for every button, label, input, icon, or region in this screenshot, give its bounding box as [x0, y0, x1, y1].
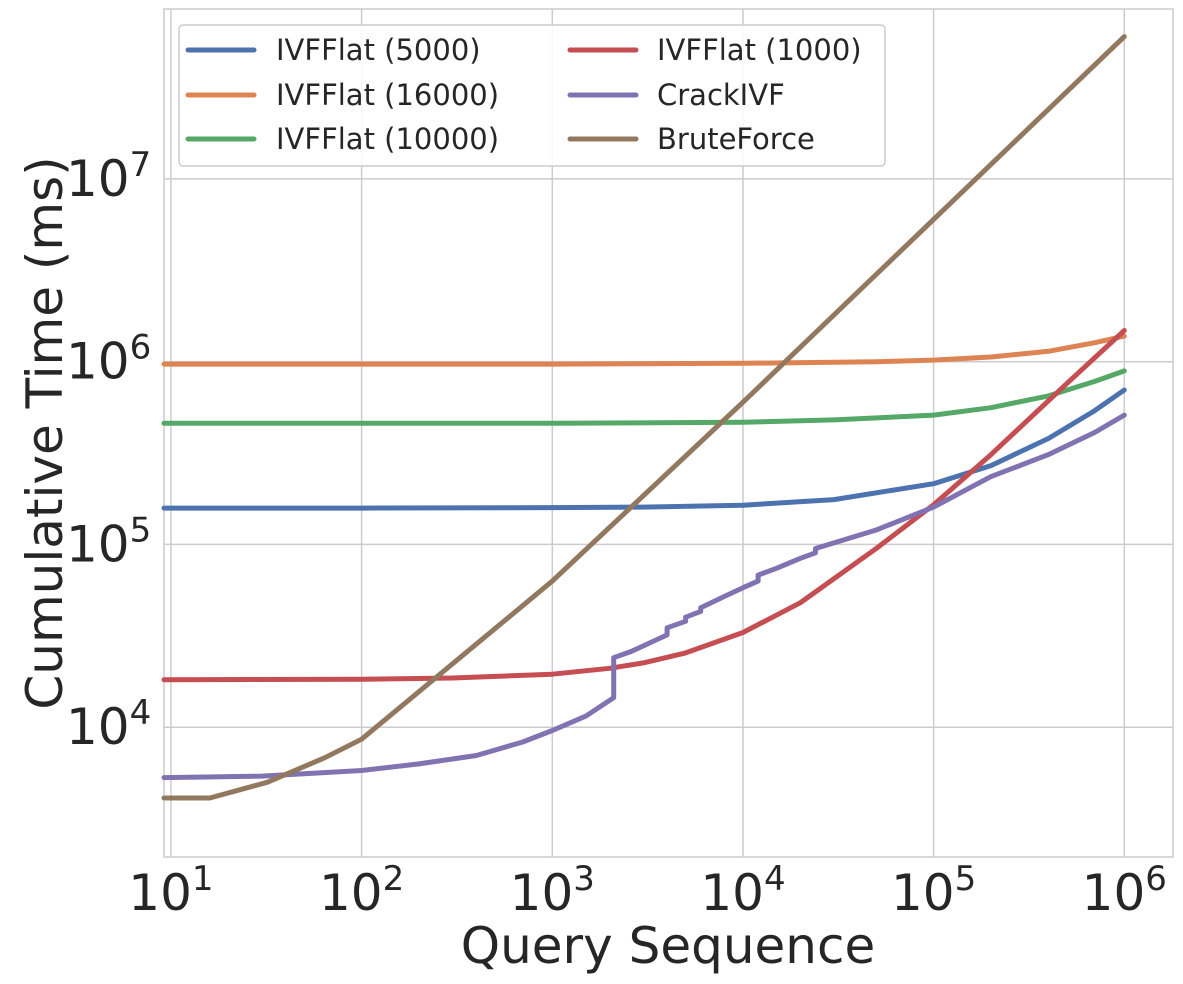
legend-box: [178, 24, 886, 167]
y-tick-label: 104: [66, 693, 151, 756]
y-tick-label: 105: [66, 510, 151, 573]
legend-label: IVFFlat (10000): [276, 122, 499, 156]
series-line-ivfflat-1000: [161, 328, 1127, 683]
legend-item: BruteForce: [567, 122, 815, 156]
plot-frame: [163, 8, 1174, 858]
x-tick-labels: 101 102 103 104 105 106: [128, 859, 1167, 922]
legend-item: IVFFlat (16000): [185, 78, 499, 112]
x-tick-label: 105: [891, 859, 976, 922]
x-axis-label: Query Sequence: [461, 917, 875, 975]
y-tick-label: 107: [66, 145, 151, 208]
series-line-ivfflat-16000: [161, 333, 1127, 367]
series-line-crackivf: [161, 412, 1127, 781]
legend-item: IVFFlat (1000): [567, 33, 862, 67]
x-tick-label: 102: [319, 859, 404, 922]
series-line-ivfflat-5000: [161, 387, 1127, 511]
x-tick-label: 106: [1082, 859, 1167, 922]
x-tick-label: 101: [128, 859, 213, 922]
legend: IVFFlat (5000) IVFFlat (16000) IVFFlat (10…: [178, 24, 886, 167]
x-tick-label: 103: [510, 859, 595, 922]
y-tick-labels: 104 105 106 107: [66, 145, 151, 756]
y-tick-label: 106: [66, 328, 151, 391]
series-line-bruteforce: [161, 34, 1127, 801]
series-layer: [161, 34, 1127, 801]
y-axis-label: Cumulative Time (ms): [16, 156, 74, 709]
legend-label: CrackIVF: [657, 78, 785, 112]
legend-label: IVFFlat (16000): [276, 78, 499, 112]
series-line-ivfflat-10000: [161, 368, 1127, 426]
legend-label: IVFFlat (1000): [657, 33, 862, 67]
legend-label: BruteForce: [657, 122, 815, 156]
x-tick-label: 104: [700, 859, 785, 922]
legend-item: IVFFlat (10000): [185, 122, 499, 156]
legend-label: IVFFlat (5000): [276, 33, 481, 67]
legend-item: CrackIVF: [567, 78, 785, 112]
legend-item: IVFFlat (5000): [185, 33, 481, 67]
